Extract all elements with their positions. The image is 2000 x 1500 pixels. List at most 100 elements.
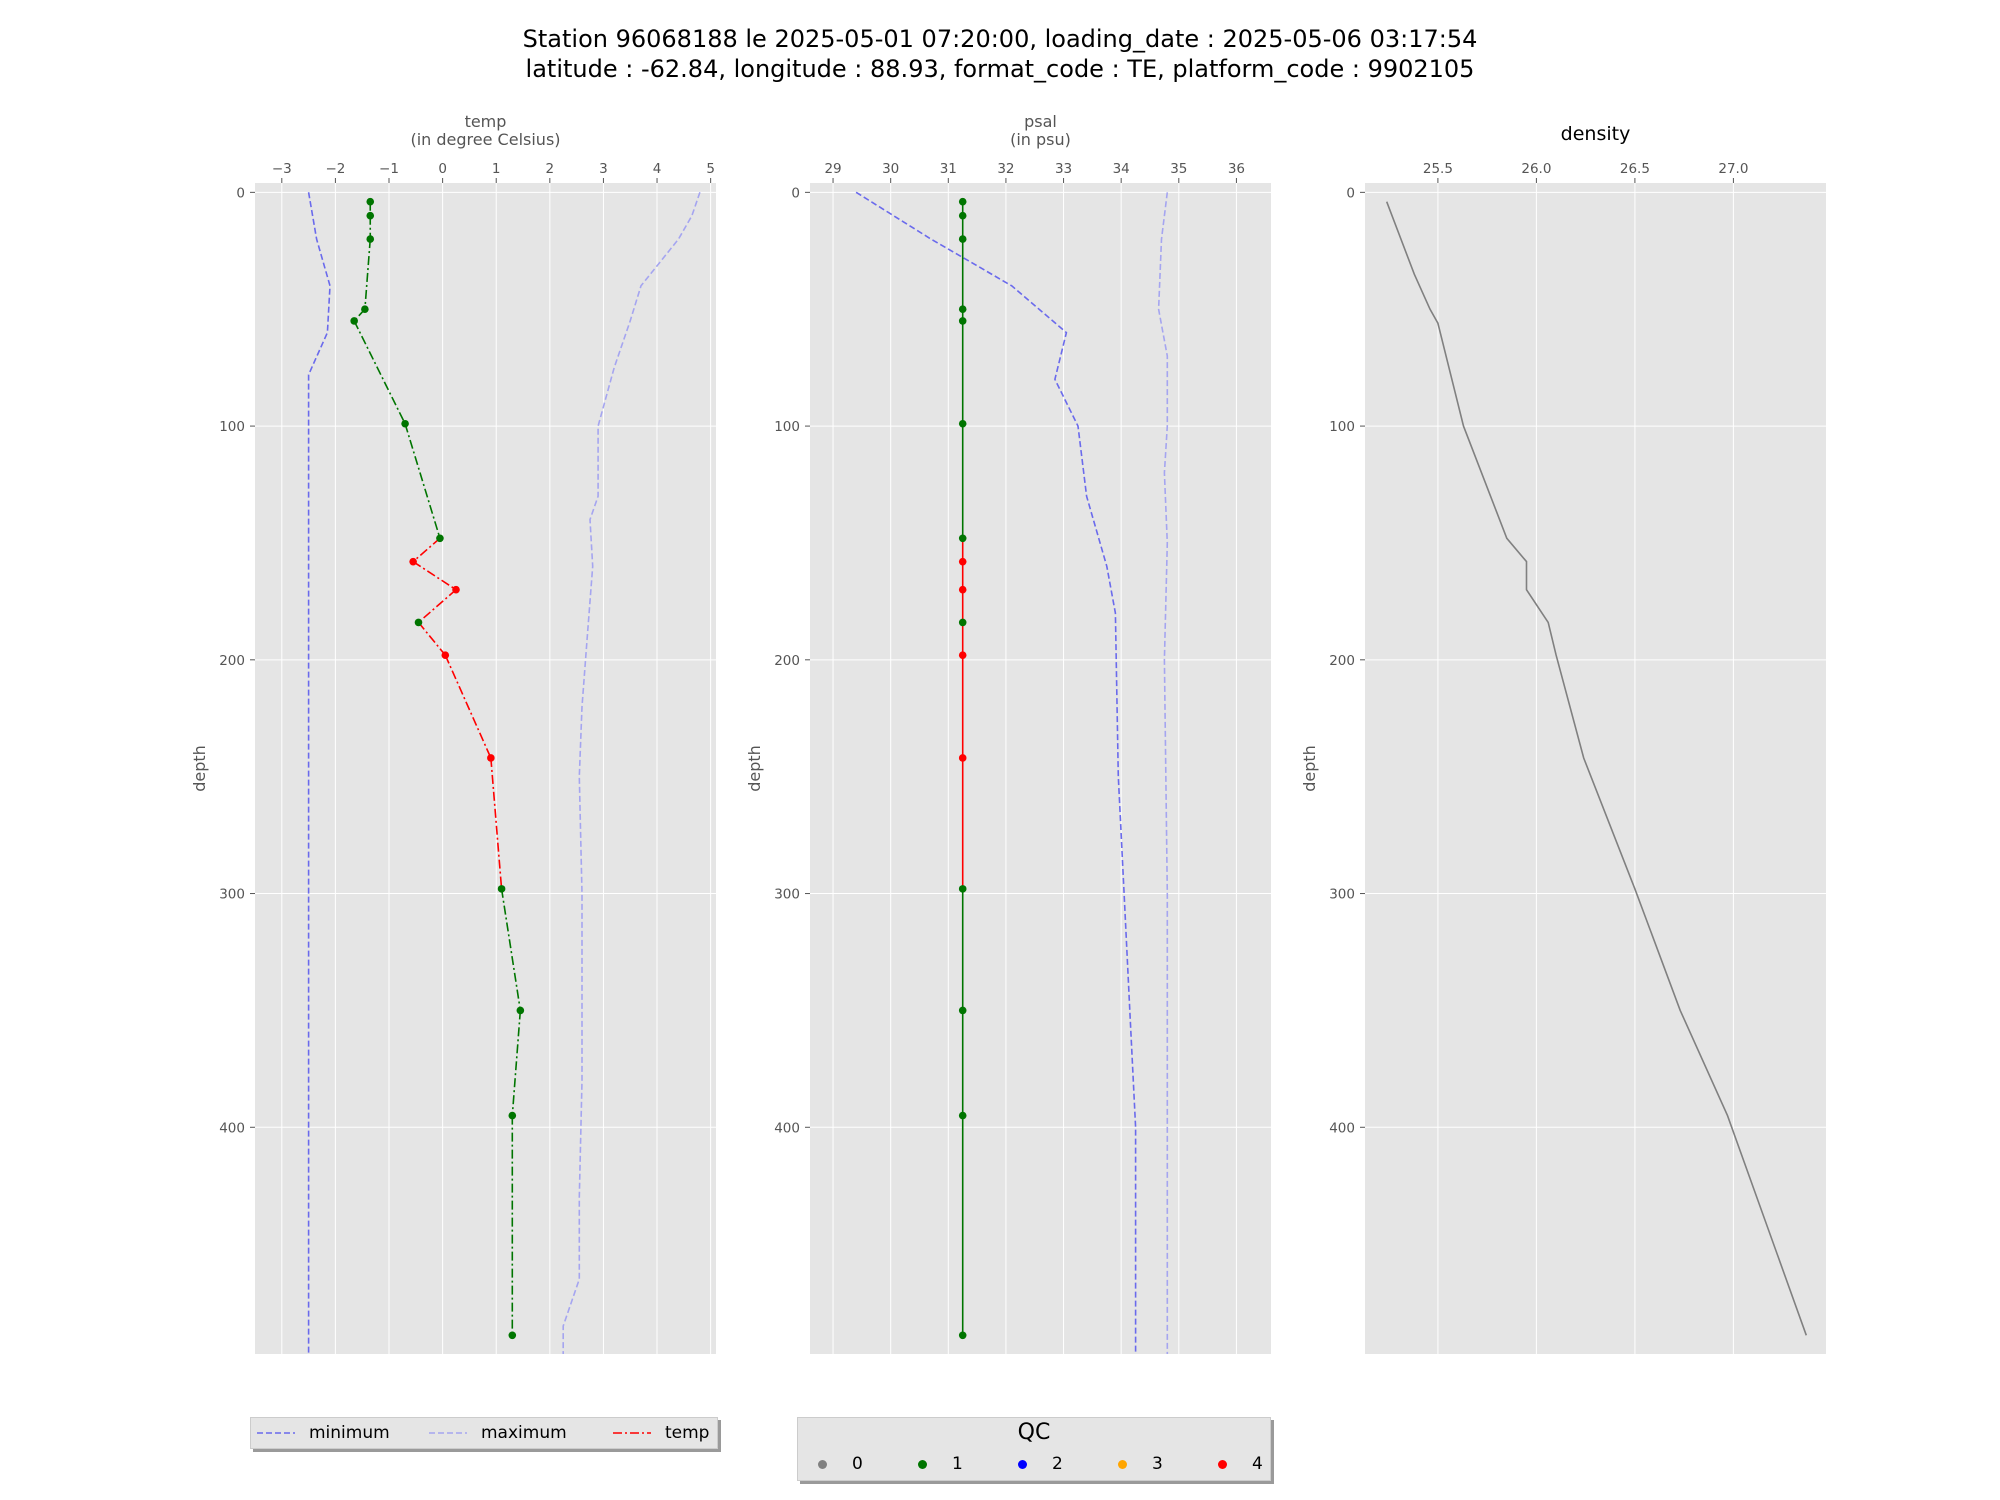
- y-tick-label: 200: [774, 653, 800, 669]
- x-tick-label: −3: [272, 161, 292, 177]
- legend-item-temp: temp: [613, 1418, 713, 1448]
- data-point-psal: [958, 235, 967, 243]
- y-tick-label: 200: [1329, 653, 1355, 669]
- data-point-psal: [958, 1331, 967, 1340]
- data-point-temp: [366, 211, 375, 220]
- series-temp-segment: [412, 560, 457, 591]
- y-tick-label: 300: [774, 887, 800, 903]
- data-point-psal: [958, 618, 967, 627]
- data-point-psal: [958, 1006, 967, 1015]
- x-axis-label: temp: [465, 112, 507, 131]
- series-maximum-line: [1157, 192, 1169, 1354]
- qc-legend-marker: [818, 1460, 827, 1469]
- data-point-psal: [958, 197, 967, 206]
- series-temp-segment: [404, 423, 441, 539]
- x-tick-label: 29: [824, 161, 841, 177]
- data-point-psal: [958, 419, 967, 428]
- data-point-psal: [958, 211, 967, 220]
- x-tick-label: 32: [997, 161, 1014, 177]
- y-tick-label: 400: [774, 1120, 800, 1136]
- x-tick-label: 31: [940, 161, 957, 177]
- data-point-psal: [958, 651, 967, 659]
- qc-legend-marker: [1218, 1460, 1227, 1469]
- series-maximum-line: [562, 192, 701, 1354]
- y-axis-label: depth: [1300, 745, 1319, 792]
- x-tick-label: 27.0: [1718, 161, 1748, 177]
- legend-minimum-line: [257, 1432, 295, 1434]
- legend-temp-label: temp: [665, 1423, 710, 1443]
- data-point-psal: [958, 317, 967, 325]
- series-temp-segment: [511, 1010, 522, 1116]
- data-point-temp: [508, 1111, 517, 1120]
- density-panel: 25.5 26.0 26.5 27.0 0 100 200 300 400 depth densit…: [1300, 123, 1826, 1354]
- data-point-temp: [361, 305, 369, 314]
- data-point-temp: [487, 754, 495, 762]
- series-temp-segment: [364, 239, 372, 310]
- y-tick-label: 300: [1329, 887, 1355, 903]
- x-tick-label: 5: [706, 161, 715, 177]
- x-tick-label: 30: [882, 161, 899, 177]
- qc-legend-label: 3: [1152, 1454, 1163, 1474]
- y-axis-label: depth: [745, 745, 764, 792]
- x-tick-label: 26.0: [1521, 161, 1551, 177]
- x-tick-label: 36: [1228, 161, 1245, 177]
- x-tick-label: 3: [599, 161, 608, 177]
- data-point-temp: [401, 419, 409, 428]
- data-point-temp: [497, 885, 506, 893]
- legend-temp-line: [613, 1432, 651, 1434]
- data-point-psal: [958, 1111, 967, 1120]
- y-tick-label: 100: [774, 419, 800, 435]
- x-tick-label: 25.5: [1423, 161, 1453, 177]
- x-tick-label: 2: [546, 161, 555, 177]
- series-density-line: [1385, 201, 1808, 1336]
- plot-area: [810, 183, 1271, 1354]
- qc-legend-title: QC: [1017, 1420, 1051, 1445]
- series-temp-segment: [490, 757, 503, 889]
- series-minimum-line: [307, 192, 331, 1354]
- y-tick-label: 0: [1346, 185, 1355, 201]
- plot-area: [255, 183, 716, 1354]
- series-temp-segment: [412, 537, 441, 563]
- qc-legend-label: 1: [952, 1454, 963, 1474]
- data-point-temp: [436, 534, 444, 543]
- legend-maximum-label: maximum: [481, 1423, 567, 1443]
- plot-area: [1365, 183, 1826, 1354]
- x-axis-label: psal: [1024, 112, 1057, 131]
- psal-panel: 29 30 31 32 33 34 35 36 0 100 200 300 400 depth psal(i…: [745, 112, 1271, 1354]
- y-tick-label: 100: [1329, 419, 1355, 435]
- x-axis-label: (in psu): [1010, 130, 1071, 149]
- series-minimum-line: [855, 191, 1137, 1354]
- x-tick-label: −1: [379, 161, 399, 177]
- series-legend: minimum maximum temp: [250, 1417, 718, 1449]
- title-line-2: latitude : -62.84, longitude : 88.93, fo…: [525, 55, 1475, 83]
- data-point-temp: [441, 651, 450, 659]
- qc-legend-label: 4: [1252, 1454, 1263, 1474]
- y-tick-label: 400: [219, 1120, 245, 1136]
- series-temp-segment: [417, 589, 457, 624]
- legend-item-minimum: minimum: [257, 1418, 407, 1448]
- data-point-temp: [452, 585, 460, 594]
- data-point-psal: [958, 557, 967, 566]
- data-point-temp: [366, 235, 375, 243]
- x-tick-label: 0: [438, 161, 447, 177]
- title-line-1: Station 96068188 le 2025-05-01 07:20:00,…: [522, 25, 1478, 53]
- x-tick-label: 34: [1113, 161, 1130, 177]
- y-tick-label: 400: [1329, 1120, 1355, 1136]
- y-tick-label: 200: [219, 653, 245, 669]
- x-tick-label: 4: [653, 161, 662, 177]
- data-point-temp: [508, 1331, 517, 1340]
- x-tick-label: 33: [1055, 161, 1072, 177]
- legend-maximum-line: [429, 1432, 467, 1434]
- y-tick-label: 0: [791, 185, 800, 201]
- temp-panel: −3 −2 −1 0 1 2 3 4 5 0 100 200 300 400 depth temp(in de…: [190, 112, 716, 1354]
- x-tick-label: 35: [1170, 161, 1187, 177]
- y-axis-label: depth: [190, 745, 209, 792]
- series-temp-segment: [500, 888, 522, 1011]
- qc-legend-label: 0: [852, 1454, 863, 1474]
- data-point-psal: [958, 305, 967, 314]
- series-temp-segment: [417, 621, 446, 656]
- data-point-psal: [958, 534, 967, 543]
- data-point-temp: [409, 557, 417, 566]
- data-point-temp: [366, 197, 375, 206]
